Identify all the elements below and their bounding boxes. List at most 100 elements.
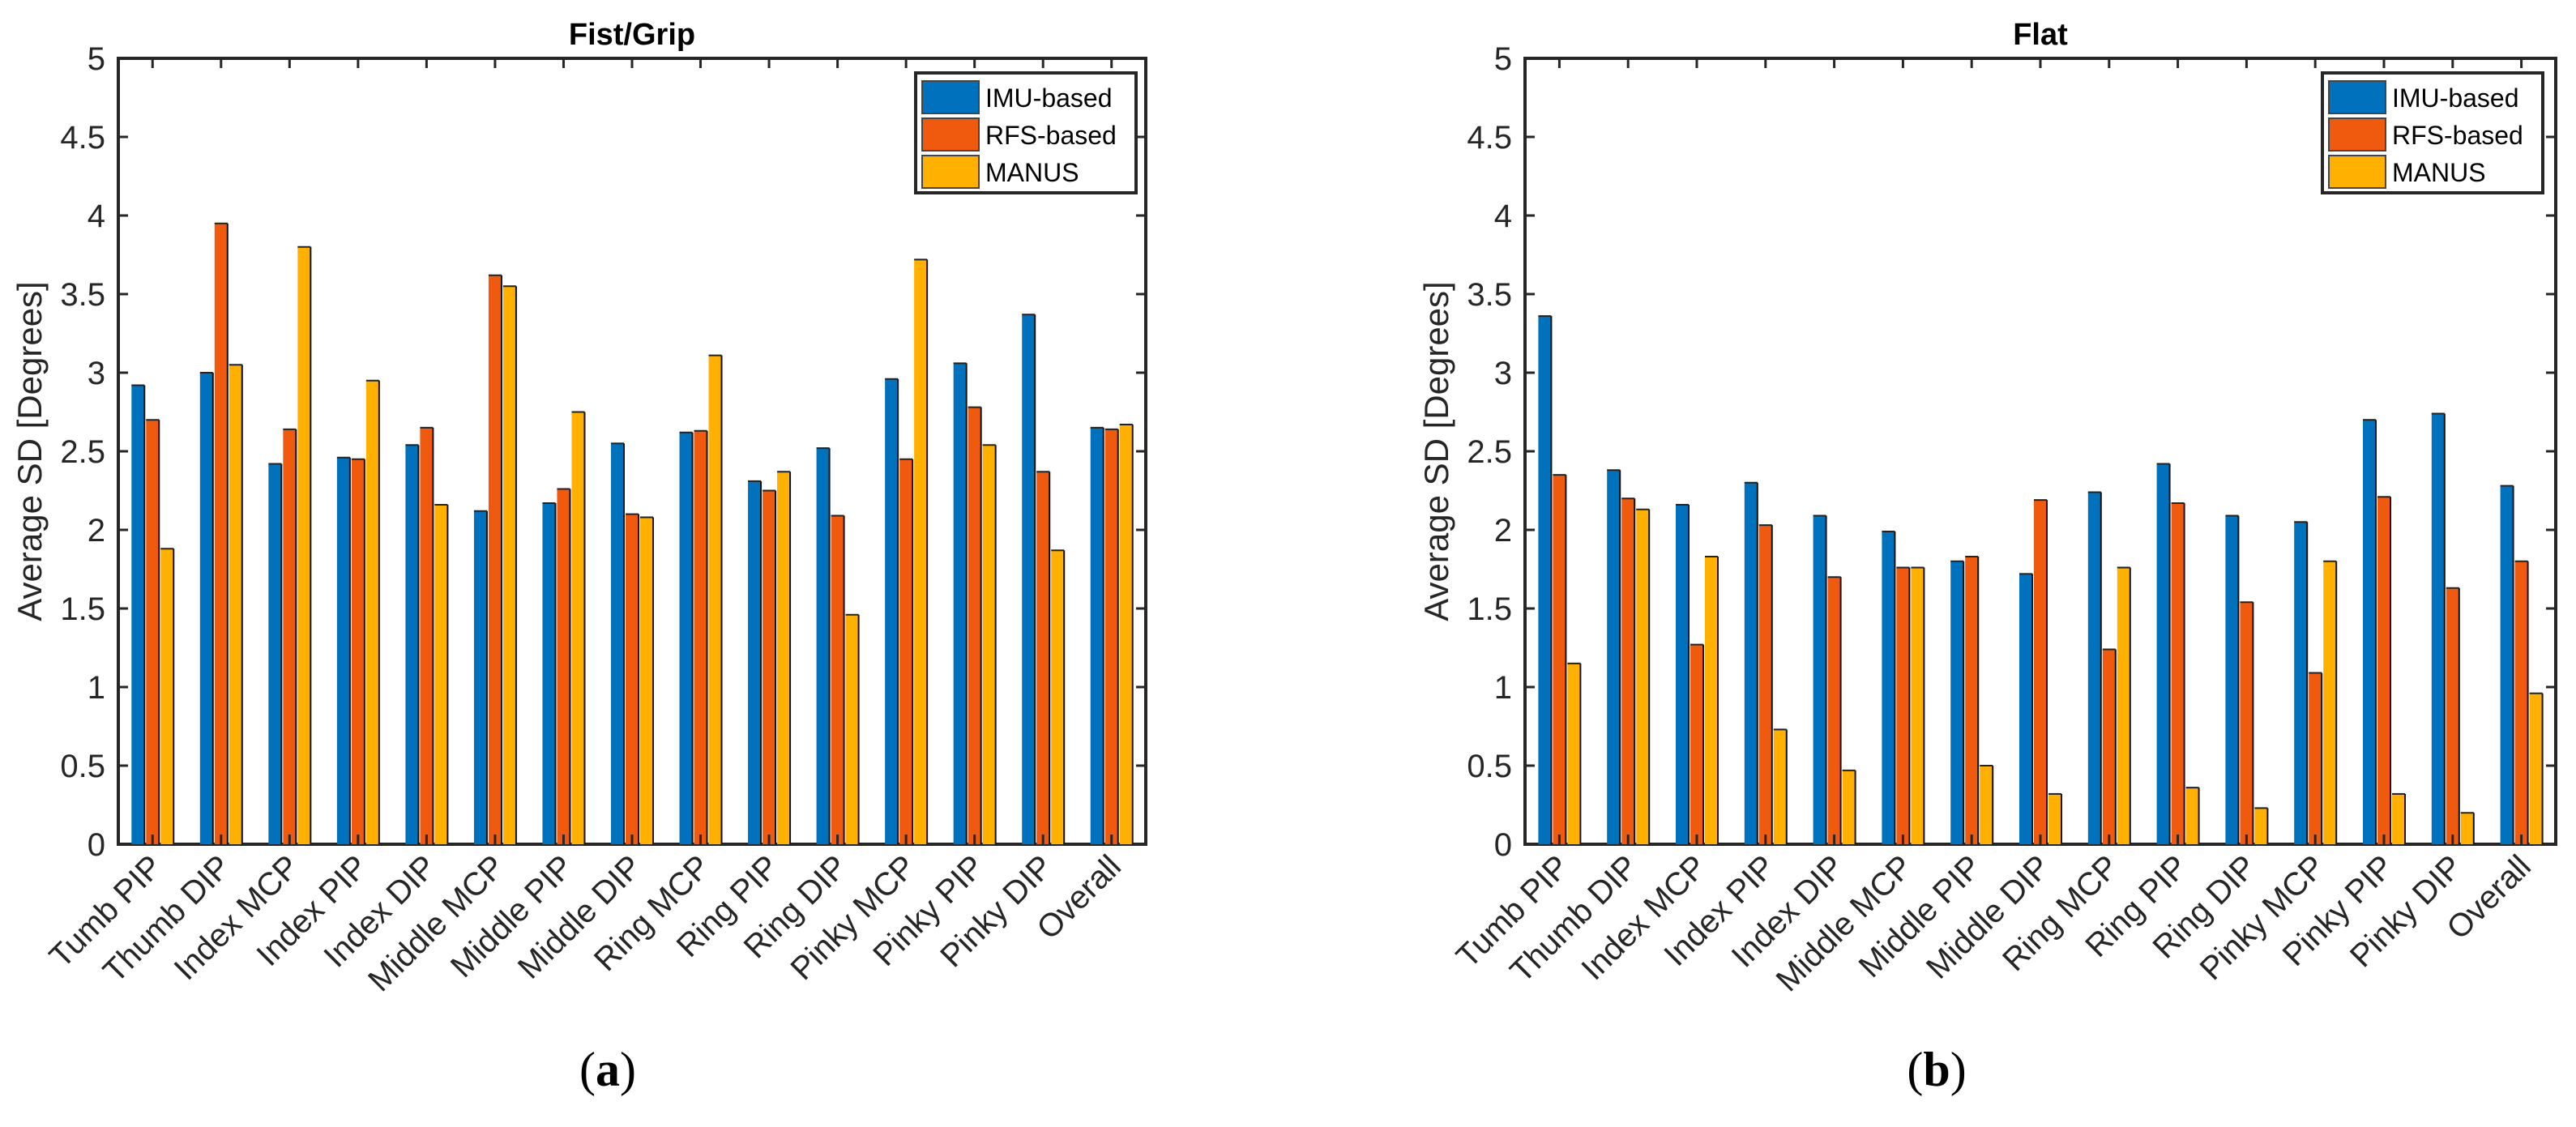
bar-manus: [1119, 425, 1133, 844]
panel-letter: a: [596, 1043, 620, 1096]
y-tick-label: 0: [1494, 827, 1512, 863]
y-tick-label: 4: [88, 199, 105, 234]
bar-manus: [502, 286, 516, 844]
legend-label: RFS-based: [2392, 121, 2523, 150]
y-tick-label: 0.5: [1467, 749, 1512, 784]
bar-manus: [1773, 729, 1787, 844]
bar-rfs-based: [2377, 497, 2390, 844]
legend-swatch: [921, 117, 980, 152]
paren: ): [1950, 1043, 1967, 1096]
bar-rfs-based: [763, 490, 776, 844]
bar-imu-based: [1676, 504, 1689, 844]
bar-imu-based: [1538, 316, 1552, 844]
bar-manus: [2254, 808, 2268, 844]
bar-manus: [640, 517, 653, 844]
bar-imu-based: [2294, 522, 2308, 844]
bar-imu-based: [268, 463, 282, 844]
legend: IMU-based RFS-based MANUS: [914, 71, 1138, 194]
bar-rfs-based: [1621, 498, 1635, 844]
legend-label: MANUS: [2392, 158, 2486, 187]
bar-rfs-based: [1553, 475, 1566, 844]
bar-imu-based: [611, 443, 624, 844]
y-tick-label: 2.5: [1467, 434, 1512, 470]
bar-manus: [2529, 693, 2543, 844]
bar-manus: [708, 355, 722, 844]
bar-imu-based: [1950, 561, 1964, 844]
bar-imu-based: [2363, 420, 2376, 844]
legend-label: RFS-based: [985, 121, 1117, 150]
bar-rfs-based: [146, 420, 160, 844]
legend-label: MANUS: [985, 158, 1079, 187]
paren: ): [620, 1043, 636, 1096]
bar-imu-based: [473, 510, 487, 844]
panel-label: (b): [1907, 1043, 1966, 1096]
bar-rfs-based: [488, 275, 502, 845]
bar-manus: [297, 246, 311, 844]
y-tick-label: 2: [88, 513, 105, 549]
legend-label: IMU-based: [985, 83, 1113, 113]
bar-manus: [160, 549, 174, 844]
bar-rfs-based: [694, 430, 707, 844]
bar-manus: [1842, 770, 1856, 844]
bar-imu-based: [2087, 492, 2101, 844]
y-tick-label: 1.5: [60, 591, 105, 627]
chart-fist-grip: Fist/Grip 0 0.5 1 1.5 2 2.5 3 3.5 4 4.5 5 Average SD…: [11, 18, 1147, 1096]
bar-manus: [2185, 788, 2199, 844]
chart-title: Flat: [2013, 18, 2068, 52]
y-tick-label: 3.5: [1467, 277, 1512, 313]
bar-rfs-based: [1758, 525, 1772, 844]
bar-manus: [2460, 813, 2474, 844]
bar-imu-based: [131, 385, 145, 844]
bar-imu-based: [2019, 574, 2032, 844]
paren: (: [1907, 1043, 1923, 1096]
bar-rfs-based: [2102, 649, 2116, 844]
bar-imu-based: [1744, 482, 1758, 844]
bar-imu-based: [542, 503, 556, 844]
bar-rfs-based: [351, 459, 365, 844]
legend-swatch: [2328, 117, 2386, 152]
bar-rfs-based: [283, 429, 297, 844]
bar-rfs-based: [968, 407, 981, 844]
y-tick-label: 0: [88, 827, 105, 863]
bar-rfs-based: [2309, 672, 2322, 844]
bar-rfs-based: [1690, 644, 1703, 844]
bar-manus: [2392, 793, 2405, 844]
bar-manus: [2117, 567, 2130, 844]
bar-imu-based: [1022, 314, 1036, 845]
bar-manus: [571, 412, 585, 844]
bar-manus: [434, 504, 448, 844]
bar-manus: [1567, 663, 1581, 844]
bar-rfs-based: [557, 489, 570, 844]
bar-rfs-based: [2034, 500, 2047, 844]
y-tick-label: 3: [88, 356, 105, 391]
bar-imu-based: [748, 480, 762, 844]
bar-rfs-based: [2171, 503, 2185, 844]
y-tick-label: 5: [88, 41, 105, 77]
bar-imu-based: [953, 363, 967, 844]
bar-imu-based: [2431, 413, 2445, 844]
legend-swatch: [921, 155, 980, 189]
y-tick-label: 2.5: [60, 434, 105, 470]
bar-manus: [777, 472, 791, 844]
panel-label: (a): [579, 1043, 636, 1096]
y-tick-label: 5: [1494, 41, 1512, 77]
y-tick-label: 2: [1494, 513, 1512, 549]
legend-swatch: [2328, 80, 2386, 114]
bar-rfs-based: [1104, 429, 1118, 844]
y-tick-label: 4: [1494, 199, 1512, 234]
bar-manus: [1051, 550, 1065, 844]
legend-label: IMU-based: [2392, 83, 2519, 113]
bar-imu-based: [1813, 515, 1826, 844]
bar-rfs-based: [2240, 602, 2253, 844]
bar-rfs-based: [1827, 577, 1841, 844]
bar-imu-based: [199, 373, 213, 844]
bar-imu-based: [2156, 463, 2170, 844]
bar-rfs-based: [626, 514, 639, 844]
legend-swatch: [921, 80, 980, 114]
bar-imu-based: [336, 457, 350, 844]
y-tick-label: 4.5: [1467, 120, 1512, 156]
bar-rfs-based: [2514, 561, 2528, 844]
bar-rfs-based: [831, 515, 844, 844]
bar-rfs-based: [1896, 567, 1910, 844]
bar-rfs-based: [1036, 472, 1050, 844]
